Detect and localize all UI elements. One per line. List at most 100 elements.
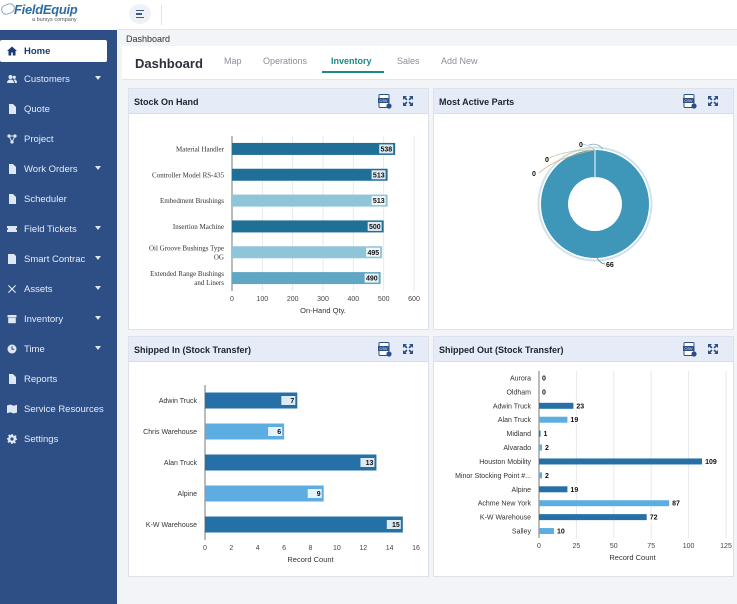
sidebar-item-field-tickets[interactable]: Field Tickets [0, 214, 117, 244]
sidebar-item-service-resources[interactable]: Service Resources [0, 394, 117, 424]
value-label-bg [307, 489, 322, 498]
sidebar-item-time[interactable]: Time [0, 334, 117, 364]
shipped-in-panel: Shipped In (Stock Transfer) CSV 0 2 4 6 8 10 1… [128, 336, 429, 577]
x-tick-label: 600 [408, 296, 420, 303]
value-label-bg [554, 527, 567, 536]
sidebar-item-label: Work Orders [24, 163, 78, 175]
slice-label: 0 [532, 171, 536, 178]
bar [539, 458, 703, 465]
sidebar-item-label: Assets [24, 283, 53, 295]
bar [539, 514, 647, 521]
users-icon [6, 73, 18, 85]
active-tab-indicator [322, 71, 384, 73]
most-active-parts-panel: Most Active Parts CSV 0 0 0 66 [433, 88, 734, 330]
sidebar-item-smart-contrac[interactable]: Smart Contrac [0, 244, 117, 274]
sidebar-item-project[interactable]: Project [0, 124, 117, 154]
expand-icon[interactable] [707, 95, 719, 107]
category-label: Alpine [178, 491, 198, 498]
value-label: 513 [373, 172, 385, 179]
x-tick-label: 14 [386, 545, 394, 552]
panel-header: Shipped Out (Stock Transfer) CSV [434, 337, 733, 362]
x-tick-label: 4 [256, 545, 260, 552]
tab-sales[interactable]: Sales [397, 56, 420, 66]
logo[interactable]: FieldEquip a bursys company [0, 0, 117, 30]
breadcrumb: Dashboard [126, 34, 171, 44]
sidebar-item-scheduler[interactable]: Scheduler [0, 184, 117, 214]
value-label-bg [568, 415, 581, 424]
home-icon [6, 45, 18, 57]
value-label-bg [371, 170, 386, 180]
x-tick-label: 200 [287, 296, 299, 303]
tab-add-new[interactable]: Add New [441, 56, 478, 66]
sidebar-item-quote[interactable]: Quote [0, 94, 117, 124]
x-tick-label: 400 [347, 296, 359, 303]
shipped-in-chart: 0 2 4 6 8 10 12 14 16 Adwin Truck 7 Chris Warehouse… [143, 385, 420, 564]
logo-subtitle: a bursys company [32, 17, 77, 23]
value-label: 0 [542, 389, 546, 396]
csv-export-icon[interactable]: CSV [683, 342, 697, 357]
dashboard-header: Dashboard Map Operations Inventory Sales… [122, 46, 737, 80]
category-label: Alan Truck [498, 417, 532, 424]
sidebar-item-inventory[interactable]: Inventory [0, 304, 117, 334]
value-label-bg [647, 513, 660, 522]
value-label-bg [542, 471, 551, 480]
value-label: 13 [366, 460, 374, 467]
bar [232, 272, 381, 285]
category-label: Salley [512, 529, 532, 536]
chevron-down-icon [95, 256, 101, 260]
x-tick-label: 0 [537, 543, 541, 550]
bar [205, 454, 377, 471]
ticket-icon [6, 223, 18, 235]
calendar-icon [6, 193, 18, 205]
tab-operations[interactable]: Operations [263, 56, 308, 66]
category-label: Achme New York [478, 501, 532, 508]
bar [539, 416, 568, 423]
category-label: K-W Warehouse [480, 515, 531, 522]
value-label-bg [367, 221, 382, 231]
expand-icon[interactable] [402, 343, 414, 355]
csv-export-icon[interactable]: CSV [683, 94, 697, 109]
category-label: Material Handler [176, 145, 225, 153]
value-label: 6 [277, 429, 281, 436]
menu-toggle-icon[interactable] [129, 4, 151, 24]
logo-text: FieldEquip [14, 2, 78, 17]
category-label: Insertion Machine [173, 223, 224, 231]
x-tick-label: 100 [683, 543, 695, 550]
value-label-bg [568, 485, 581, 494]
sidebar-item-label: Home [24, 45, 51, 57]
sidebar-item-home[interactable]: Home [0, 40, 107, 62]
category-label: Alan Truck [164, 460, 198, 467]
slice-label: 66 [606, 262, 614, 269]
sidebar-item-customers[interactable]: Customers [0, 64, 117, 94]
tab-map[interactable]: Map [224, 56, 242, 66]
chevron-down-icon [95, 316, 101, 320]
svg-text:CSV: CSV [684, 346, 693, 351]
value-label-bg [366, 247, 381, 257]
csv-export-icon[interactable]: CSV [378, 94, 392, 109]
category-label: Houston Mobility [479, 459, 531, 466]
sidebar-item-label: Field Tickets [24, 223, 77, 235]
value-label: 513 [373, 198, 385, 205]
chevron-down-icon [95, 226, 101, 230]
bar [539, 430, 541, 437]
panel-title: Most Active Parts [439, 97, 515, 107]
sidebar-item-settings[interactable]: Settings [0, 424, 117, 454]
category-label: Chris Warehouse [143, 429, 197, 436]
sidebar-item-assets[interactable]: Assets [0, 274, 117, 304]
expand-icon[interactable] [402, 95, 414, 107]
value-label-bg [281, 396, 296, 405]
expand-icon[interactable] [707, 343, 719, 355]
sidebar-item-label: Quote [24, 103, 50, 115]
tab-inventory[interactable]: Inventory [331, 56, 372, 66]
tools-icon [6, 283, 18, 295]
sidebar-item-reports[interactable]: Reports [0, 364, 117, 394]
shipped-out-panel: Shipped Out (Stock Transfer) CSV 0 25 50 75… [433, 336, 734, 577]
csv-export-icon[interactable]: CSV [378, 342, 392, 357]
x-tick-label: 125 [720, 543, 732, 550]
value-label-bg [379, 144, 394, 154]
value-label-bg [703, 457, 720, 466]
leader-line [546, 149, 594, 160]
chevron-down-icon [95, 166, 101, 170]
x-tick-label: 0 [203, 545, 207, 552]
sidebar-item-work-orders[interactable]: Work Orders [0, 154, 117, 184]
